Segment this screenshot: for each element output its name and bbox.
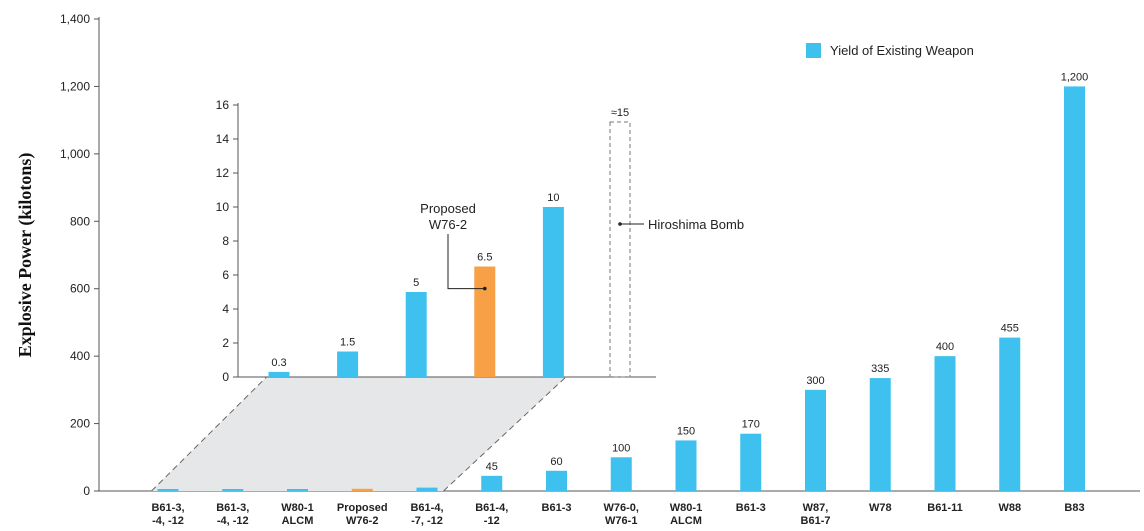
bar-11 <box>805 389 826 491</box>
x-tick-label: B61-4, <box>475 502 508 514</box>
inset-y-tick-label: 12 <box>216 166 230 180</box>
bar-9 <box>675 440 697 491</box>
inset-y-tick-label: 4 <box>222 302 229 316</box>
x-tick-label: Proposed <box>337 502 388 514</box>
x-tick-label: B61-3 <box>736 502 766 514</box>
x-tick-label: W76-2 <box>346 515 378 527</box>
bar-7 <box>546 470 567 491</box>
data-label: 335 <box>871 363 889 375</box>
inset-y-tick-label: 16 <box>216 98 230 112</box>
bar-2 <box>222 489 244 491</box>
y-tick-label: 800 <box>70 214 90 228</box>
hiroshima-label: Hiroshima Bomb <box>648 217 744 232</box>
legend-label: Yield of Existing Weapon <box>830 43 974 58</box>
data-label: 60 <box>550 456 562 468</box>
y-tick-label: 1,200 <box>60 79 90 93</box>
zoom-panel-fill <box>151 377 566 491</box>
x-tick-label: B61-11 <box>927 502 962 514</box>
inset-data-label: 5 <box>413 277 419 289</box>
x-tick-label: -12 <box>484 515 500 527</box>
x-tick-label: W80-1 <box>670 502 702 514</box>
x-tick-label: ALCM <box>282 515 314 527</box>
data-label: 170 <box>742 419 760 431</box>
inset-data-label: 6.5 <box>477 252 492 264</box>
y-tick-label: 200 <box>70 417 90 431</box>
x-tick-label: W76-0, <box>604 502 639 514</box>
data-label: 150 <box>677 425 695 437</box>
zoom-edge-right <box>443 376 567 492</box>
data-label: 100 <box>612 442 630 454</box>
x-tick-label: B83 <box>1064 502 1084 514</box>
x-tick-label: B61-7 <box>801 515 831 527</box>
inset-bar-5 <box>542 207 564 377</box>
data-label: 45 <box>486 461 498 473</box>
inset-data-label: 1.5 <box>340 337 355 349</box>
proposed-annotation: W76-2 <box>429 217 467 232</box>
x-tick-label: W80-1 <box>281 502 313 514</box>
bar-10 <box>740 433 762 491</box>
y-tick-label: 0 <box>83 484 90 498</box>
x-tick-label: W76-1 <box>605 515 637 527</box>
x-tick-label: B61-3, <box>151 502 184 514</box>
hiroshima-value-label: ≈15 <box>611 107 629 119</box>
bar-3 <box>287 489 308 491</box>
y-axis-label: Explosive Power (kilotons) <box>15 153 36 358</box>
data-label: 1,200 <box>1061 71 1089 83</box>
zoom-edge-left <box>151 376 267 492</box>
inset-y-tick-label: 10 <box>216 200 230 214</box>
bar-8 <box>610 457 632 491</box>
inset-bar-4 <box>474 266 496 377</box>
bar-1 <box>157 489 179 491</box>
inset-y-tick-label: 6 <box>222 268 229 282</box>
bar-5 <box>416 487 438 491</box>
proposed-annotation: Proposed <box>420 201 476 216</box>
proposed-pointer-line <box>447 234 485 290</box>
legend: Yield of Existing Weapon <box>806 43 974 58</box>
data-label: 455 <box>1001 323 1019 335</box>
hiroshima-reference-bar <box>609 121 631 378</box>
x-tick-label: W78 <box>869 502 892 514</box>
y-tick-label: 1,000 <box>60 147 90 161</box>
inset-bar-1 <box>268 371 290 377</box>
x-tick-label: W87, <box>803 502 829 514</box>
bar-6 <box>481 475 503 491</box>
bar-14 <box>999 337 1021 491</box>
data-label: 300 <box>806 375 824 387</box>
x-tick-label: ALCM <box>670 515 702 527</box>
inset-data-label: 0.3 <box>271 357 286 369</box>
inset-chart: 0 2 4 6 8 10 12 14 16 0.3 1.5 5 6.5 10 ≈15 Hiroshima Bo… <box>216 98 744 384</box>
x-tick-label: B61-4, <box>410 502 443 514</box>
proposed-pointer-dot <box>483 286 487 291</box>
zoom-connector-panel <box>151 376 567 492</box>
bar-15 <box>1064 86 1085 491</box>
bar-12 <box>869 378 891 491</box>
inset-y-tick-label: 8 <box>222 234 229 248</box>
inset-y-tick-label: 14 <box>216 132 230 146</box>
x-tick-label: -7, -12 <box>411 515 443 527</box>
data-label: 400 <box>936 341 954 353</box>
inset-bar-3 <box>405 292 427 377</box>
bar-4 <box>351 488 373 491</box>
y-tick-label: 400 <box>70 349 90 363</box>
y-tick-label: 1,400 <box>60 12 90 26</box>
inset-y-tick-label: 0 <box>222 370 229 384</box>
y-tick-label: 600 <box>70 282 90 296</box>
inset-data-label: 10 <box>547 192 559 204</box>
x-tick-label: W88 <box>998 502 1021 514</box>
x-tick-label: B61-3, <box>216 502 249 514</box>
inset-y-tick-label: 2 <box>222 336 229 350</box>
legend-swatch <box>806 43 821 58</box>
bar-13 <box>934 356 956 491</box>
x-tick-label: -4, -12 <box>217 515 249 527</box>
x-tick-label: B61-3 <box>542 502 572 514</box>
inset-bar-2 <box>337 351 359 377</box>
x-tick-label: -4, -12 <box>152 515 184 527</box>
